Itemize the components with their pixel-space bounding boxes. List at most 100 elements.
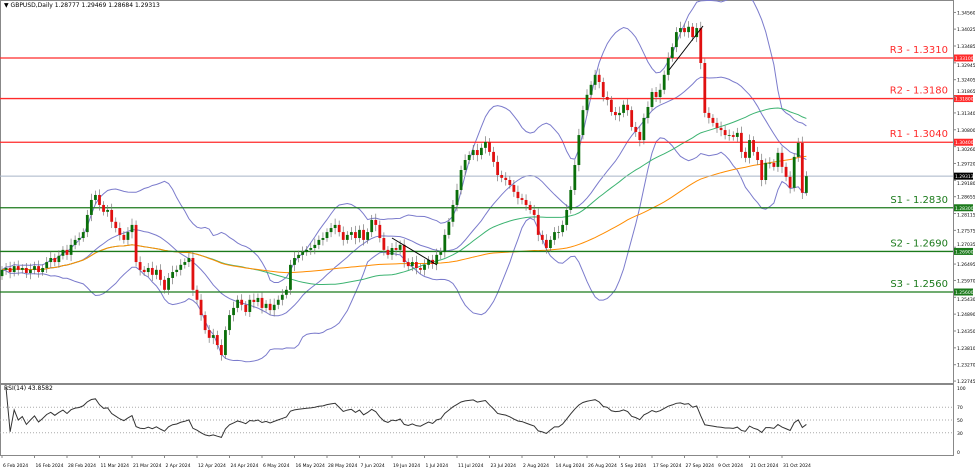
candle — [447, 218, 451, 239]
candle-body — [593, 74, 597, 85]
candle — [272, 298, 276, 317]
candle-body — [325, 232, 329, 239]
candle — [614, 106, 617, 121]
candle — [772, 159, 776, 171]
candle — [439, 247, 443, 260]
candle — [73, 235, 77, 250]
candle — [341, 226, 345, 246]
candle-body — [471, 150, 475, 156]
candle — [232, 301, 235, 322]
candle — [268, 298, 272, 316]
candle — [508, 176, 512, 189]
candle — [597, 68, 601, 89]
candle-body — [354, 232, 357, 239]
candle — [471, 145, 475, 161]
x-tick-label: 2 Apr 2024 — [166, 463, 191, 469]
candle-body — [20, 267, 24, 270]
candle — [4, 262, 8, 275]
candle-body — [618, 112, 621, 116]
candle-body — [683, 28, 686, 33]
candle — [764, 158, 768, 185]
candle — [94, 190, 97, 205]
candle — [756, 146, 760, 166]
candle-body — [536, 214, 540, 235]
candle — [280, 289, 284, 306]
main-pane-frame — [0, 0, 954, 384]
candle-body — [520, 198, 524, 200]
candle — [496, 155, 500, 182]
candle-body — [752, 140, 755, 152]
y-tick-label: 1.27575 — [957, 228, 975, 234]
candle-body — [447, 221, 451, 235]
candle-body — [435, 254, 439, 264]
candle-body — [4, 267, 8, 270]
candle-body — [630, 110, 634, 127]
candle-body — [150, 267, 154, 275]
y-tick-label: 1.27035 — [957, 242, 975, 248]
level-label: R3 - 1.3310 — [890, 45, 948, 56]
candle — [358, 225, 361, 243]
x-tick-label: 14 Aug 2024 — [556, 463, 585, 469]
candle — [479, 143, 483, 160]
candle — [260, 292, 264, 314]
candle-body — [479, 147, 483, 156]
x-tick-label: 16 Feb 2024 — [36, 463, 64, 469]
candle-body — [402, 244, 406, 263]
candle — [374, 213, 378, 232]
candle — [414, 255, 418, 275]
candle — [69, 238, 73, 262]
y-tick-label: 1.26495 — [957, 262, 975, 268]
candle-body — [398, 244, 402, 250]
candle — [455, 183, 459, 212]
level-label: S2 - 1.2690 — [890, 238, 948, 249]
candle — [792, 153, 796, 192]
candle — [784, 162, 788, 182]
level-price-tag-text: 1.31800 — [955, 97, 974, 103]
candle — [618, 106, 621, 122]
candle-body — [414, 262, 418, 268]
candle-body — [406, 262, 410, 267]
candle — [219, 339, 223, 361]
x-tick-label: 1 Jul 2024 — [426, 463, 449, 469]
candle-body — [272, 304, 276, 311]
candle-body — [358, 229, 361, 239]
candle-body — [467, 155, 471, 161]
candle-body — [780, 152, 784, 167]
candle-body — [321, 238, 325, 240]
candle — [451, 199, 455, 227]
candle — [313, 238, 317, 255]
collapse-triangle-icon[interactable]: ▼ — [4, 2, 9, 9]
candle-body — [727, 135, 731, 136]
candle-body — [784, 166, 788, 177]
candle — [163, 276, 166, 294]
candle-body — [715, 122, 719, 128]
candle-body — [455, 189, 459, 205]
candle-body — [41, 267, 45, 273]
candle-body — [211, 335, 215, 338]
candle-body — [390, 248, 394, 255]
candle — [317, 235, 321, 250]
candle-body — [224, 330, 227, 356]
candle-body — [12, 266, 16, 273]
x-tick-label: 19 Jun 2024 — [393, 463, 420, 469]
candle — [150, 261, 154, 282]
candle — [61, 246, 65, 260]
x-tick-label: 21 Mar 2024 — [133, 463, 162, 469]
level-price-tag-text: 1.25600 — [955, 290, 974, 296]
candle-body — [378, 224, 382, 239]
candle — [459, 165, 463, 195]
candle — [744, 147, 747, 163]
candle-body — [301, 252, 305, 255]
candle-body — [57, 255, 61, 263]
candle-body — [374, 219, 378, 225]
candle-body — [89, 199, 93, 215]
candle-body — [484, 141, 487, 148]
current-price-tag — [954, 172, 973, 180]
candle — [796, 137, 800, 162]
level-label: S1 - 1.2830 — [890, 195, 948, 206]
candle-body — [557, 232, 560, 233]
candle — [154, 265, 158, 280]
candle-body — [788, 176, 792, 188]
candle — [187, 253, 191, 268]
